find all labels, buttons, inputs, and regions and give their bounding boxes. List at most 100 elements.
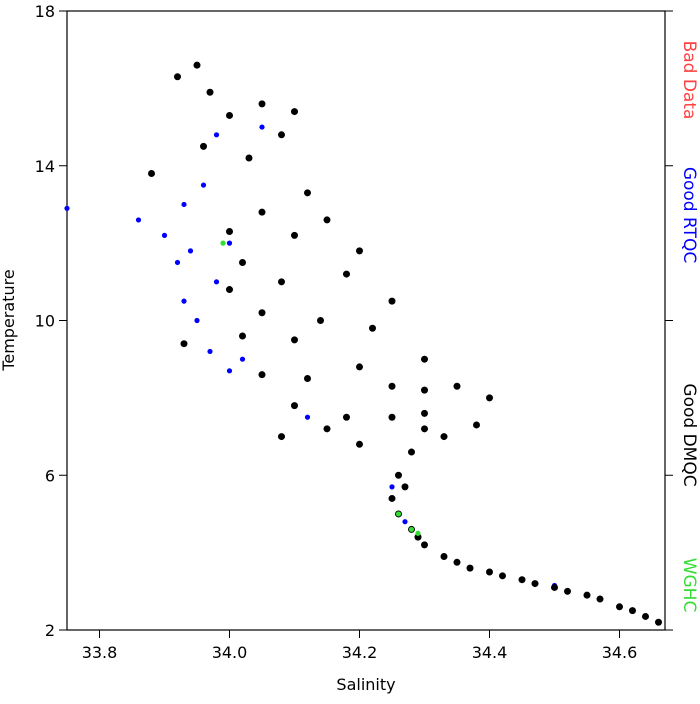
- data-point: [440, 433, 448, 441]
- data-point: [421, 425, 428, 433]
- legend-entry: WGHC: [679, 558, 699, 613]
- x-axis-label: Salinity: [336, 675, 395, 694]
- data-point: [278, 433, 285, 441]
- data-point: [421, 409, 428, 417]
- data-point: [291, 402, 298, 410]
- data-point: [226, 240, 233, 246]
- data-point: [206, 88, 214, 96]
- data-point: [629, 607, 636, 615]
- data-point: [388, 297, 396, 305]
- y-tick-label: 18: [35, 2, 55, 21]
- data-point: [408, 526, 415, 533]
- data-point: [388, 413, 396, 421]
- data-point: [220, 240, 226, 246]
- data-point: [356, 363, 363, 371]
- data-point: [408, 448, 415, 456]
- data-point: [518, 576, 526, 584]
- data-point: [239, 332, 246, 340]
- legend-entry: Good DMQC: [679, 383, 699, 486]
- data-point: [473, 421, 480, 429]
- data-point: [421, 541, 428, 549]
- x-tick-label: 34.2: [342, 643, 378, 662]
- data-point: [213, 279, 220, 285]
- data-point: [207, 348, 213, 355]
- data-point: [148, 169, 155, 177]
- y-tick-label: 6: [45, 466, 55, 485]
- data-point: [531, 580, 539, 588]
- data-point: [181, 298, 187, 304]
- data-point: [258, 371, 266, 379]
- y-tick-label: 2: [45, 621, 55, 640]
- data-point: [239, 356, 246, 362]
- data-point: [395, 511, 402, 517]
- data-point: [187, 248, 194, 254]
- data-point: [655, 618, 662, 626]
- data-point: [499, 572, 506, 580]
- y-axis-label: Temperature: [0, 269, 18, 371]
- data-point: [389, 484, 395, 490]
- data-point: [486, 394, 493, 402]
- data-point: [291, 336, 298, 344]
- data-point: [453, 382, 461, 390]
- data-point: [616, 603, 623, 611]
- data-point: [583, 591, 591, 599]
- plot-frame: [66, 10, 666, 631]
- data-point: [226, 111, 233, 119]
- data-point: [193, 61, 201, 69]
- data-point: [161, 232, 168, 238]
- data-point: [245, 154, 253, 162]
- data-point: [343, 413, 350, 421]
- y-tick-label: 14: [35, 157, 55, 176]
- data-point: [414, 533, 422, 541]
- data-point: [564, 587, 571, 595]
- data-point: [388, 382, 396, 390]
- data-point: [395, 471, 402, 479]
- x-tick-label: 34.4: [472, 643, 508, 662]
- data-point: [291, 108, 298, 116]
- data-point: [200, 182, 207, 188]
- data-point: [239, 258, 246, 266]
- data-point: [304, 189, 311, 197]
- data-point: [200, 142, 207, 150]
- data-point: [226, 368, 233, 374]
- data-point: [343, 270, 350, 278]
- data-point: [304, 414, 311, 420]
- data-point: [291, 231, 298, 239]
- y-tick-label: 10: [35, 312, 55, 331]
- x-tick-label: 34.6: [602, 643, 638, 662]
- data-point: [278, 131, 285, 139]
- data-point: [194, 317, 200, 324]
- data-point: [402, 519, 408, 525]
- data-point: [64, 205, 70, 211]
- data-point: [401, 483, 409, 491]
- data-point: [596, 595, 604, 603]
- data-point: [486, 568, 493, 576]
- data-point: [258, 208, 266, 216]
- data-point: [453, 558, 461, 566]
- data-point: [356, 247, 363, 255]
- data-point: [317, 317, 324, 324]
- data-point: [369, 324, 376, 332]
- data-point: [135, 217, 142, 223]
- data-point: [174, 73, 181, 81]
- data-point: [180, 340, 188, 348]
- data-point: [388, 494, 396, 502]
- legend-entry: Bad Data: [679, 41, 699, 120]
- data-point: [323, 216, 331, 224]
- x-tick-label: 34.0: [212, 643, 248, 662]
- data-point: [258, 309, 266, 317]
- data-point: [323, 425, 331, 433]
- data-point: [466, 564, 474, 572]
- data-point: [356, 440, 363, 448]
- data-point: [440, 552, 448, 560]
- x-tick-label: 33.8: [82, 643, 118, 662]
- data-point: [213, 132, 220, 138]
- data-point: [259, 124, 265, 130]
- data-point: [226, 286, 233, 294]
- data-point: [226, 228, 233, 236]
- data-point: [258, 100, 266, 108]
- data-point: [421, 355, 428, 363]
- data-point: [278, 278, 285, 286]
- data-point: [421, 386, 428, 394]
